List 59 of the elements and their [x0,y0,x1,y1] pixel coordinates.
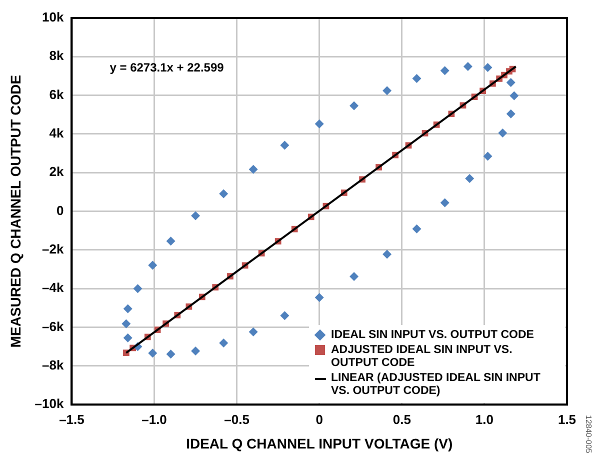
point [123,333,132,342]
point [219,189,228,198]
point [483,152,492,161]
point [314,293,324,302]
point [412,224,422,234]
y-tick-label: –6k [42,318,64,334]
y-tick-label: 10k [42,10,64,25]
legend-label: LINEAR (ADJUSTED IDEAL SIN INPUT VS. OUTPUT CODE) [331,372,542,398]
point [122,319,131,328]
x-tick-label: 1.5 [558,412,576,427]
point [123,304,132,314]
x-tick-label: 0 [316,412,323,427]
point [314,119,324,128]
point [510,91,519,100]
legend-label: IDEAL SIN INPUT VS. OUTPUT CODE [331,328,534,342]
point [248,327,258,336]
point [463,62,472,72]
x-axis-title: IDEAL Q CHANNEL INPUT VOLTAGE (V) [186,435,453,452]
point [350,101,359,110]
point [506,78,516,88]
y-tick-label: 6k [49,86,64,102]
point [166,236,176,246]
point [148,348,158,358]
y-tick-label: –4k [42,280,64,296]
point [219,338,228,348]
point [483,62,492,72]
point [498,128,508,138]
x-tick-label: 0.5 [392,412,411,427]
x-tick-label: –0.5 [224,412,250,427]
point [465,174,474,183]
x-tick-label: –1.0 [142,412,167,427]
x-tick-label: –1.5 [59,412,84,427]
point [506,109,516,118]
point [166,350,176,359]
y-tick-label: 0 [56,202,64,218]
point [440,66,450,76]
y-tick-label: –10k [34,396,64,412]
text: 12840-005 [584,415,593,454]
point [280,311,290,320]
annotation: y = 6273.1x + 22.599 [110,60,224,74]
point [382,250,392,259]
point [191,211,200,220]
point [280,140,290,150]
point [382,86,392,96]
point [350,272,359,281]
point [148,260,158,270]
point [440,198,450,208]
y-tick-label: 2k [49,164,64,180]
y-tick-label: –2k [42,242,64,257]
y-axis-title: MEASURED Q CHANNEL OUTPUT CODE [7,74,24,348]
y-tick-label: 8k [49,48,64,64]
point [248,164,258,174]
point [191,346,200,356]
legend-label: ADJUSTED IDEAL SIN INPUT VS. OUTPUT CODE [331,344,514,370]
point [412,74,422,84]
x-tick-label: 1.0 [475,412,494,427]
point [133,284,142,294]
y-tick-label: 4k [49,126,64,141]
y-tick-label: –8k [42,358,64,373]
